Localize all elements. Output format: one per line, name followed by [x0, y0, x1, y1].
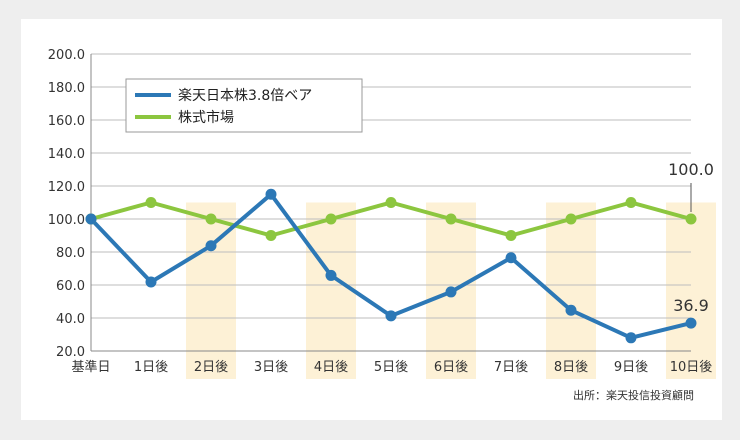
y-tick-label: 60.0 — [56, 279, 85, 294]
x-tick-label: 6日後 — [434, 360, 468, 375]
data-label: 36.9 — [673, 296, 709, 315]
data-point-market — [565, 213, 577, 225]
y-tick-label: 140.0 — [48, 147, 85, 162]
highlight-band — [306, 202, 356, 379]
data-label: 100.0 — [668, 160, 714, 179]
y-tick-label: 180.0 — [48, 81, 85, 96]
source-note: 出所：楽天投信投資顧問 — [573, 388, 694, 402]
data-labels: 36.9 100.0 — [668, 160, 714, 315]
data-point-bear — [325, 269, 337, 281]
data-point-bear — [205, 240, 217, 252]
x-tick-label: 10日後 — [670, 360, 713, 375]
data-point-bear — [85, 213, 97, 225]
series-points — [85, 188, 697, 344]
legend: 楽天日本株3.8倍ベア 株式市場 — [125, 78, 363, 133]
highlight-band — [666, 202, 716, 379]
data-point-bear — [445, 286, 457, 298]
data-point-market — [505, 230, 517, 241]
x-tick-label: 基準日 — [71, 359, 110, 375]
y-tick-label: 80.0 — [56, 246, 85, 261]
x-tick-label: 3日後 — [254, 360, 288, 375]
data-point-market — [325, 213, 337, 225]
data-point-bear — [505, 252, 517, 264]
legend-entry-market: 株式市場 — [178, 109, 234, 126]
line-chart: 20.0 40.0 60.0 80.0 100.0 120.0 140.0 160.0 180.… — [48, 48, 716, 402]
data-point-bear — [265, 188, 277, 200]
data-point-market — [685, 213, 697, 225]
data-point-market — [265, 230, 277, 241]
x-tick-label: 4日後 — [314, 360, 348, 375]
data-point-market — [445, 213, 457, 225]
highlight-band — [546, 202, 596, 379]
data-point-market — [205, 213, 217, 225]
data-point-bear — [625, 332, 637, 344]
y-tick-label: 160.0 — [48, 114, 85, 129]
x-tick-label: 5日後 — [374, 360, 408, 375]
legend-entry-bear: 楽天日本株3.8倍ベア — [178, 88, 312, 104]
y-tick-label: 100.0 — [48, 213, 85, 228]
data-point-bear — [385, 310, 397, 322]
y-tick-label: 200.0 — [48, 48, 85, 63]
x-tick-label: 2日後 — [194, 360, 228, 375]
y-tick-label: 120.0 — [48, 180, 85, 195]
data-point-bear — [565, 304, 577, 316]
y-tick-label: 40.0 — [56, 312, 85, 327]
y-tick-label: 20.0 — [56, 345, 85, 360]
x-tick-label: 1日後 — [134, 360, 168, 375]
data-point-market — [385, 197, 397, 208]
x-axis-ticks: 基準日 1日後 2日後 3日後 4日後 5日後 6日後 7日後 8日後 9日後 10日後 — [71, 359, 712, 375]
x-tick-label: 7日後 — [494, 360, 528, 375]
data-point-market — [625, 197, 637, 208]
x-tick-label: 8日後 — [554, 360, 588, 375]
highlight-bands — [186, 202, 716, 379]
data-point-bear — [685, 317, 697, 329]
chart-card: 20.0 40.0 60.0 80.0 100.0 120.0 140.0 160.0 180.… — [21, 19, 722, 420]
legend-box — [125, 78, 363, 133]
y-axis-ticks: 20.0 40.0 60.0 80.0 100.0 120.0 140.0 160.0 180.… — [48, 48, 85, 360]
data-point-market — [145, 197, 157, 208]
data-point-bear — [145, 276, 157, 288]
x-tick-label: 9日後 — [614, 360, 648, 375]
